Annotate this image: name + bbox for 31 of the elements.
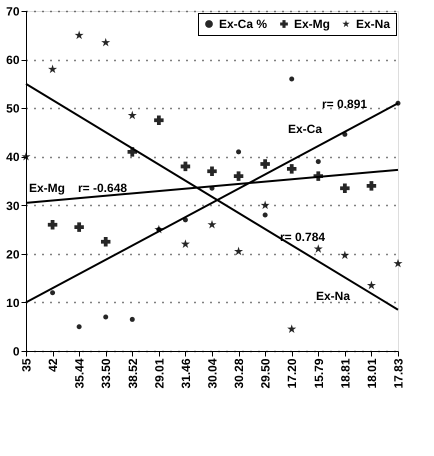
y-tick-label: 60 — [6, 53, 20, 68]
annotation: Ex-Ca — [288, 122, 322, 136]
x-tick-label: 30.04 — [206, 358, 220, 389]
x-tick-label: 15.79 — [312, 358, 326, 389]
x-tick-label: 38.52 — [126, 358, 140, 389]
x-tick-label: 18.01 — [364, 358, 379, 389]
y-tick-label: 30 — [6, 198, 20, 213]
annotation: r= -0.648 — [78, 181, 128, 195]
legend-label: Ex-Mg — [294, 17, 330, 31]
annotation: Ex-Mg — [29, 181, 65, 195]
legend-label: Ex-Na — [356, 17, 390, 31]
annotation: r= 0.891 — [322, 97, 368, 111]
x-tick-label: 31.46 — [178, 358, 193, 389]
y-tick-label: 70 — [6, 4, 20, 18]
x-tick-label: 35 — [20, 358, 34, 372]
x-tick-label: 18.81 — [338, 358, 352, 389]
legend-label: Ex-Ca % — [219, 17, 268, 31]
y-tick-label: 20 — [6, 247, 20, 262]
y-tick-label: 40 — [6, 150, 20, 164]
x-tick-label: 17.20 — [285, 358, 300, 389]
y-tick-label: 50 — [6, 102, 20, 116]
x-tick-label: 30.28 — [232, 358, 246, 389]
x-tick-label: 33.50 — [99, 358, 114, 389]
x-tick-label: 42 — [46, 358, 60, 372]
annotation: Ex-Na — [316, 289, 350, 303]
x-tick-label: 17.83 — [392, 358, 406, 389]
x-tick-label: 29.50 — [258, 358, 273, 389]
x-tick-label: 35.44 — [72, 358, 87, 389]
y-tick-label: 0 — [12, 344, 20, 358]
x-tick-label: 29.01 — [152, 358, 166, 389]
y-tick-label: 10 — [6, 296, 20, 310]
